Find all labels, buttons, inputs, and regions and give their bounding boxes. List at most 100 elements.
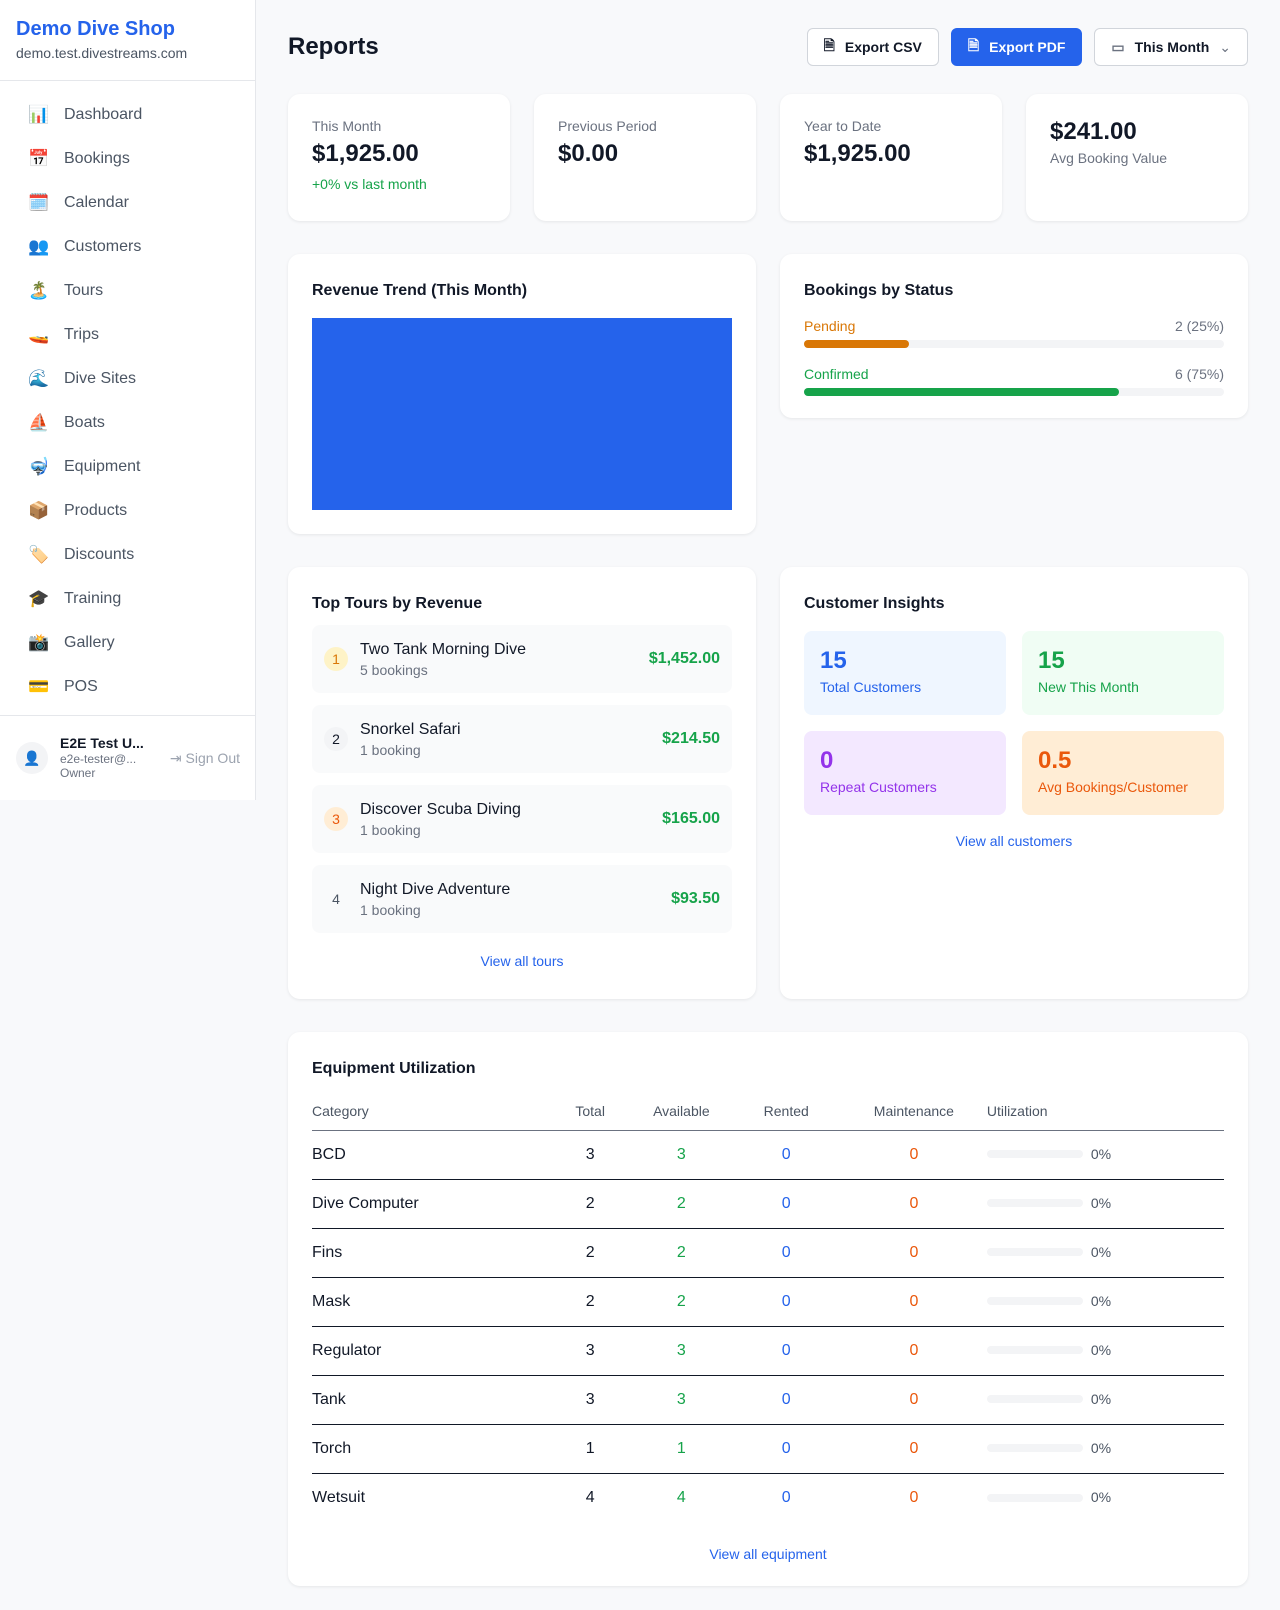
tour-revenue: $93.50 — [671, 890, 720, 907]
view-all-equipment-link[interactable]: View all equipment — [709, 1546, 827, 1562]
sidebar-item-label: Calendar — [64, 194, 129, 211]
calendar-icon: 🗓️ — [28, 193, 50, 212]
utilization-cell: 0% — [986, 1179, 1224, 1229]
shop-url: demo.test.divestreams.com — [16, 45, 188, 61]
tour-name: Snorkel Safari — [360, 720, 461, 738]
utilization-bar — [986, 1493, 1083, 1502]
table-row: BCD 3 3 0 0 0% — [312, 1130, 1224, 1180]
tour-bookings: 1 booking — [360, 741, 421, 758]
insight-value: 0 — [820, 747, 834, 774]
status-track — [804, 388, 1224, 396]
category-cell: Dive Computer — [312, 1179, 550, 1229]
rank-badge: 1 — [324, 647, 348, 671]
card-title: Customer Insights — [804, 595, 945, 612]
sidebar-item-label: Dashboard — [64, 106, 143, 123]
sidebar-item-dashboard[interactable]: 📊 Dashboard — [16, 93, 239, 137]
tour-revenue: $214.50 — [662, 730, 720, 747]
count-cell: 3 — [549, 1375, 632, 1425]
sidebar-item-bookings[interactable]: 📅 Bookings — [16, 137, 239, 181]
view-all-customers-link[interactable]: View all customers — [955, 833, 1073, 849]
sign-out-button[interactable]: ⇥ Sign Out — [170, 750, 240, 767]
period-select[interactable]: ▭ This Month ⌄ — [1094, 28, 1248, 66]
main-content: Reports 🗎 Export CSV 🗎 Export PDF ▭ This Mo… — [288, 0, 1248, 1586]
count-cell: 0 — [731, 1130, 841, 1180]
export-pdf-label: Export PDF — [989, 39, 1066, 55]
tour-item[interactable]: 4 Night Dive Adventure 1 booking $93.50 — [312, 865, 732, 933]
export-csv-label: Export CSV — [844, 39, 922, 55]
tour-revenue: $165.00 — [662, 810, 720, 827]
chevron-down-icon: ⌄ — [1219, 38, 1231, 55]
utilization-percent: 0% — [1090, 1292, 1112, 1309]
count-cell: 1 — [631, 1424, 732, 1474]
revenue-trend-card: Revenue Trend (This Month) — [288, 254, 756, 534]
sidebar-item-trips[interactable]: 🚤 Trips — [16, 313, 239, 357]
equipment-utilization-card: Equipment Utilization Category Total Avail… — [288, 1032, 1248, 1586]
tour-revenue: $1,452.00 — [648, 650, 720, 667]
equipment-icon: 🤿 — [28, 457, 50, 476]
count-cell: 0 — [840, 1375, 987, 1425]
sidebar-item-calendar[interactable]: 🗓️ Calendar — [16, 181, 239, 225]
card-title: Equipment Utilization — [312, 1060, 476, 1077]
tour-item[interactable]: 1 Two Tank Morning Dive 5 bookings $1,452.0… — [312, 625, 732, 693]
sidebar-item-label: Discounts — [64, 546, 135, 563]
sidebar-item-pos[interactable]: 💳 POS — [16, 665, 239, 709]
sidebar-item-label: Trips — [64, 326, 99, 343]
stat-label: Previous Period — [558, 118, 657, 134]
sidebar-item-products[interactable]: 📦 Products — [16, 489, 239, 533]
stat-value: $1,925.00 — [804, 140, 911, 167]
count-cell: 0 — [840, 1130, 987, 1180]
sidebar-item-boats[interactable]: ⛵ Boats — [16, 401, 239, 445]
sidebar-item-training[interactable]: 🎓 Training — [16, 577, 239, 621]
count-cell: 2 — [631, 1228, 732, 1278]
stat-change: +0% vs last month — [312, 176, 427, 192]
utilization-cell: 0% — [986, 1375, 1224, 1425]
count-cell: 0 — [840, 1228, 987, 1278]
status-row: Pending 2 (25%) — [804, 318, 1224, 348]
utilization-cell: 0% — [986, 1277, 1224, 1327]
utilization-bar — [986, 1248, 1083, 1257]
user-name: E2E Test U... — [60, 735, 144, 752]
export-csv-button[interactable]: 🗎 Export CSV — [806, 28, 939, 66]
category-cell: Wetsuit — [312, 1488, 366, 1506]
sidebar-item-discounts[interactable]: 🏷️ Discounts — [16, 533, 239, 577]
tour-item[interactable]: 3 Discover Scuba Diving 1 booking $165.00 — [312, 785, 732, 853]
sidebar-item-customers[interactable]: 👥 Customers — [16, 225, 239, 269]
utilization-bar — [986, 1395, 1083, 1404]
stat-label: This Month — [312, 118, 382, 134]
stat-previous-period: Previous Period $0.00 — [534, 94, 756, 221]
stat-value: $1,925.00 — [312, 140, 419, 167]
tour-name: Night Dive Adventure — [360, 880, 511, 898]
file-download-icon: 🗎 — [967, 37, 980, 53]
insight-box: 15 New This Month — [1022, 631, 1224, 715]
tour-item[interactable]: 2 Snorkel Safari 1 booking $214.50 — [312, 705, 732, 773]
column-header: Maintenance — [840, 1092, 987, 1131]
count-cell: 0 — [840, 1277, 987, 1327]
sidebar-item-dive-sites[interactable]: 🌊 Dive Sites — [16, 357, 239, 401]
sign-out-label: Sign Out — [185, 749, 240, 766]
view-all-tours-link[interactable]: View all tours — [480, 953, 564, 969]
utilization-cell: 0% — [986, 1424, 1224, 1474]
count-cell: 0 — [731, 1375, 841, 1425]
category-cell: BCD — [312, 1130, 550, 1180]
sidebar-item-label: POS — [64, 678, 98, 695]
table-row: Fins 2 2 0 0 0% — [312, 1228, 1224, 1278]
table-row: Torch 1 1 0 0 0% — [312, 1424, 1224, 1474]
period-value: This Month — [1134, 39, 1210, 55]
sidebar-item-tours[interactable]: 🏝️ Tours — [16, 269, 239, 313]
tour-name: Discover Scuba Diving — [360, 800, 521, 818]
sidebar-item-gallery[interactable]: 📸 Gallery — [16, 621, 239, 665]
category-cell: Fins — [312, 1228, 550, 1278]
count-cell: 3 — [631, 1326, 732, 1376]
count-cell: 0 — [840, 1326, 987, 1376]
count-cell: 2 — [549, 1277, 632, 1327]
export-pdf-button[interactable]: 🗎 Export PDF — [950, 28, 1083, 66]
sidebar-item-equipment[interactable]: 🤿 Equipment — [16, 445, 239, 489]
utilization-percent: 0% — [1090, 1194, 1112, 1211]
count-cell: 2 — [549, 1228, 632, 1278]
utilization-percent: 0% — [1090, 1145, 1112, 1162]
card-title: Bookings by Status — [804, 282, 954, 299]
count-cell: 3 — [631, 1375, 732, 1425]
status-count: 6 (75%) — [1174, 366, 1224, 382]
status-count: 2 (25%) — [1174, 318, 1224, 334]
shop-name[interactable]: Demo Dive Shop — [16, 18, 175, 40]
